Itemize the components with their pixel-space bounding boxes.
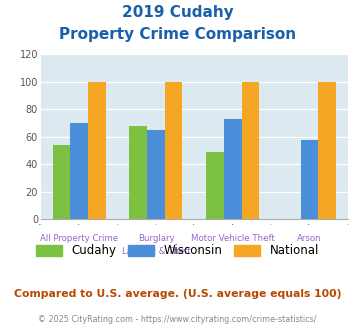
Bar bbox=[301, 140, 318, 219]
Text: All Property Crime: All Property Crime bbox=[40, 234, 118, 243]
Bar bbox=[224, 119, 241, 219]
Text: Property Crime Comparison: Property Crime Comparison bbox=[59, 27, 296, 42]
Text: Larceny & Theft: Larceny & Theft bbox=[122, 248, 190, 256]
Bar bbox=[70, 123, 88, 219]
Text: Burglary: Burglary bbox=[138, 234, 174, 243]
Text: 2019 Cudahy: 2019 Cudahy bbox=[122, 5, 233, 20]
Text: © 2025 CityRating.com - https://www.cityrating.com/crime-statistics/: © 2025 CityRating.com - https://www.city… bbox=[38, 315, 317, 324]
Bar bbox=[206, 152, 224, 219]
Text: Arson: Arson bbox=[297, 234, 322, 243]
Bar bbox=[88, 82, 106, 219]
Text: Compared to U.S. average. (U.S. average equals 100): Compared to U.S. average. (U.S. average … bbox=[14, 289, 341, 299]
Bar bbox=[53, 145, 70, 219]
Bar bbox=[318, 82, 336, 219]
Bar bbox=[241, 82, 259, 219]
Text: Motor Vehicle Theft: Motor Vehicle Theft bbox=[191, 234, 275, 243]
Bar bbox=[165, 82, 182, 219]
Bar bbox=[130, 126, 147, 219]
Bar bbox=[147, 130, 165, 219]
Legend: Cudahy, Wisconsin, National: Cudahy, Wisconsin, National bbox=[34, 242, 321, 260]
